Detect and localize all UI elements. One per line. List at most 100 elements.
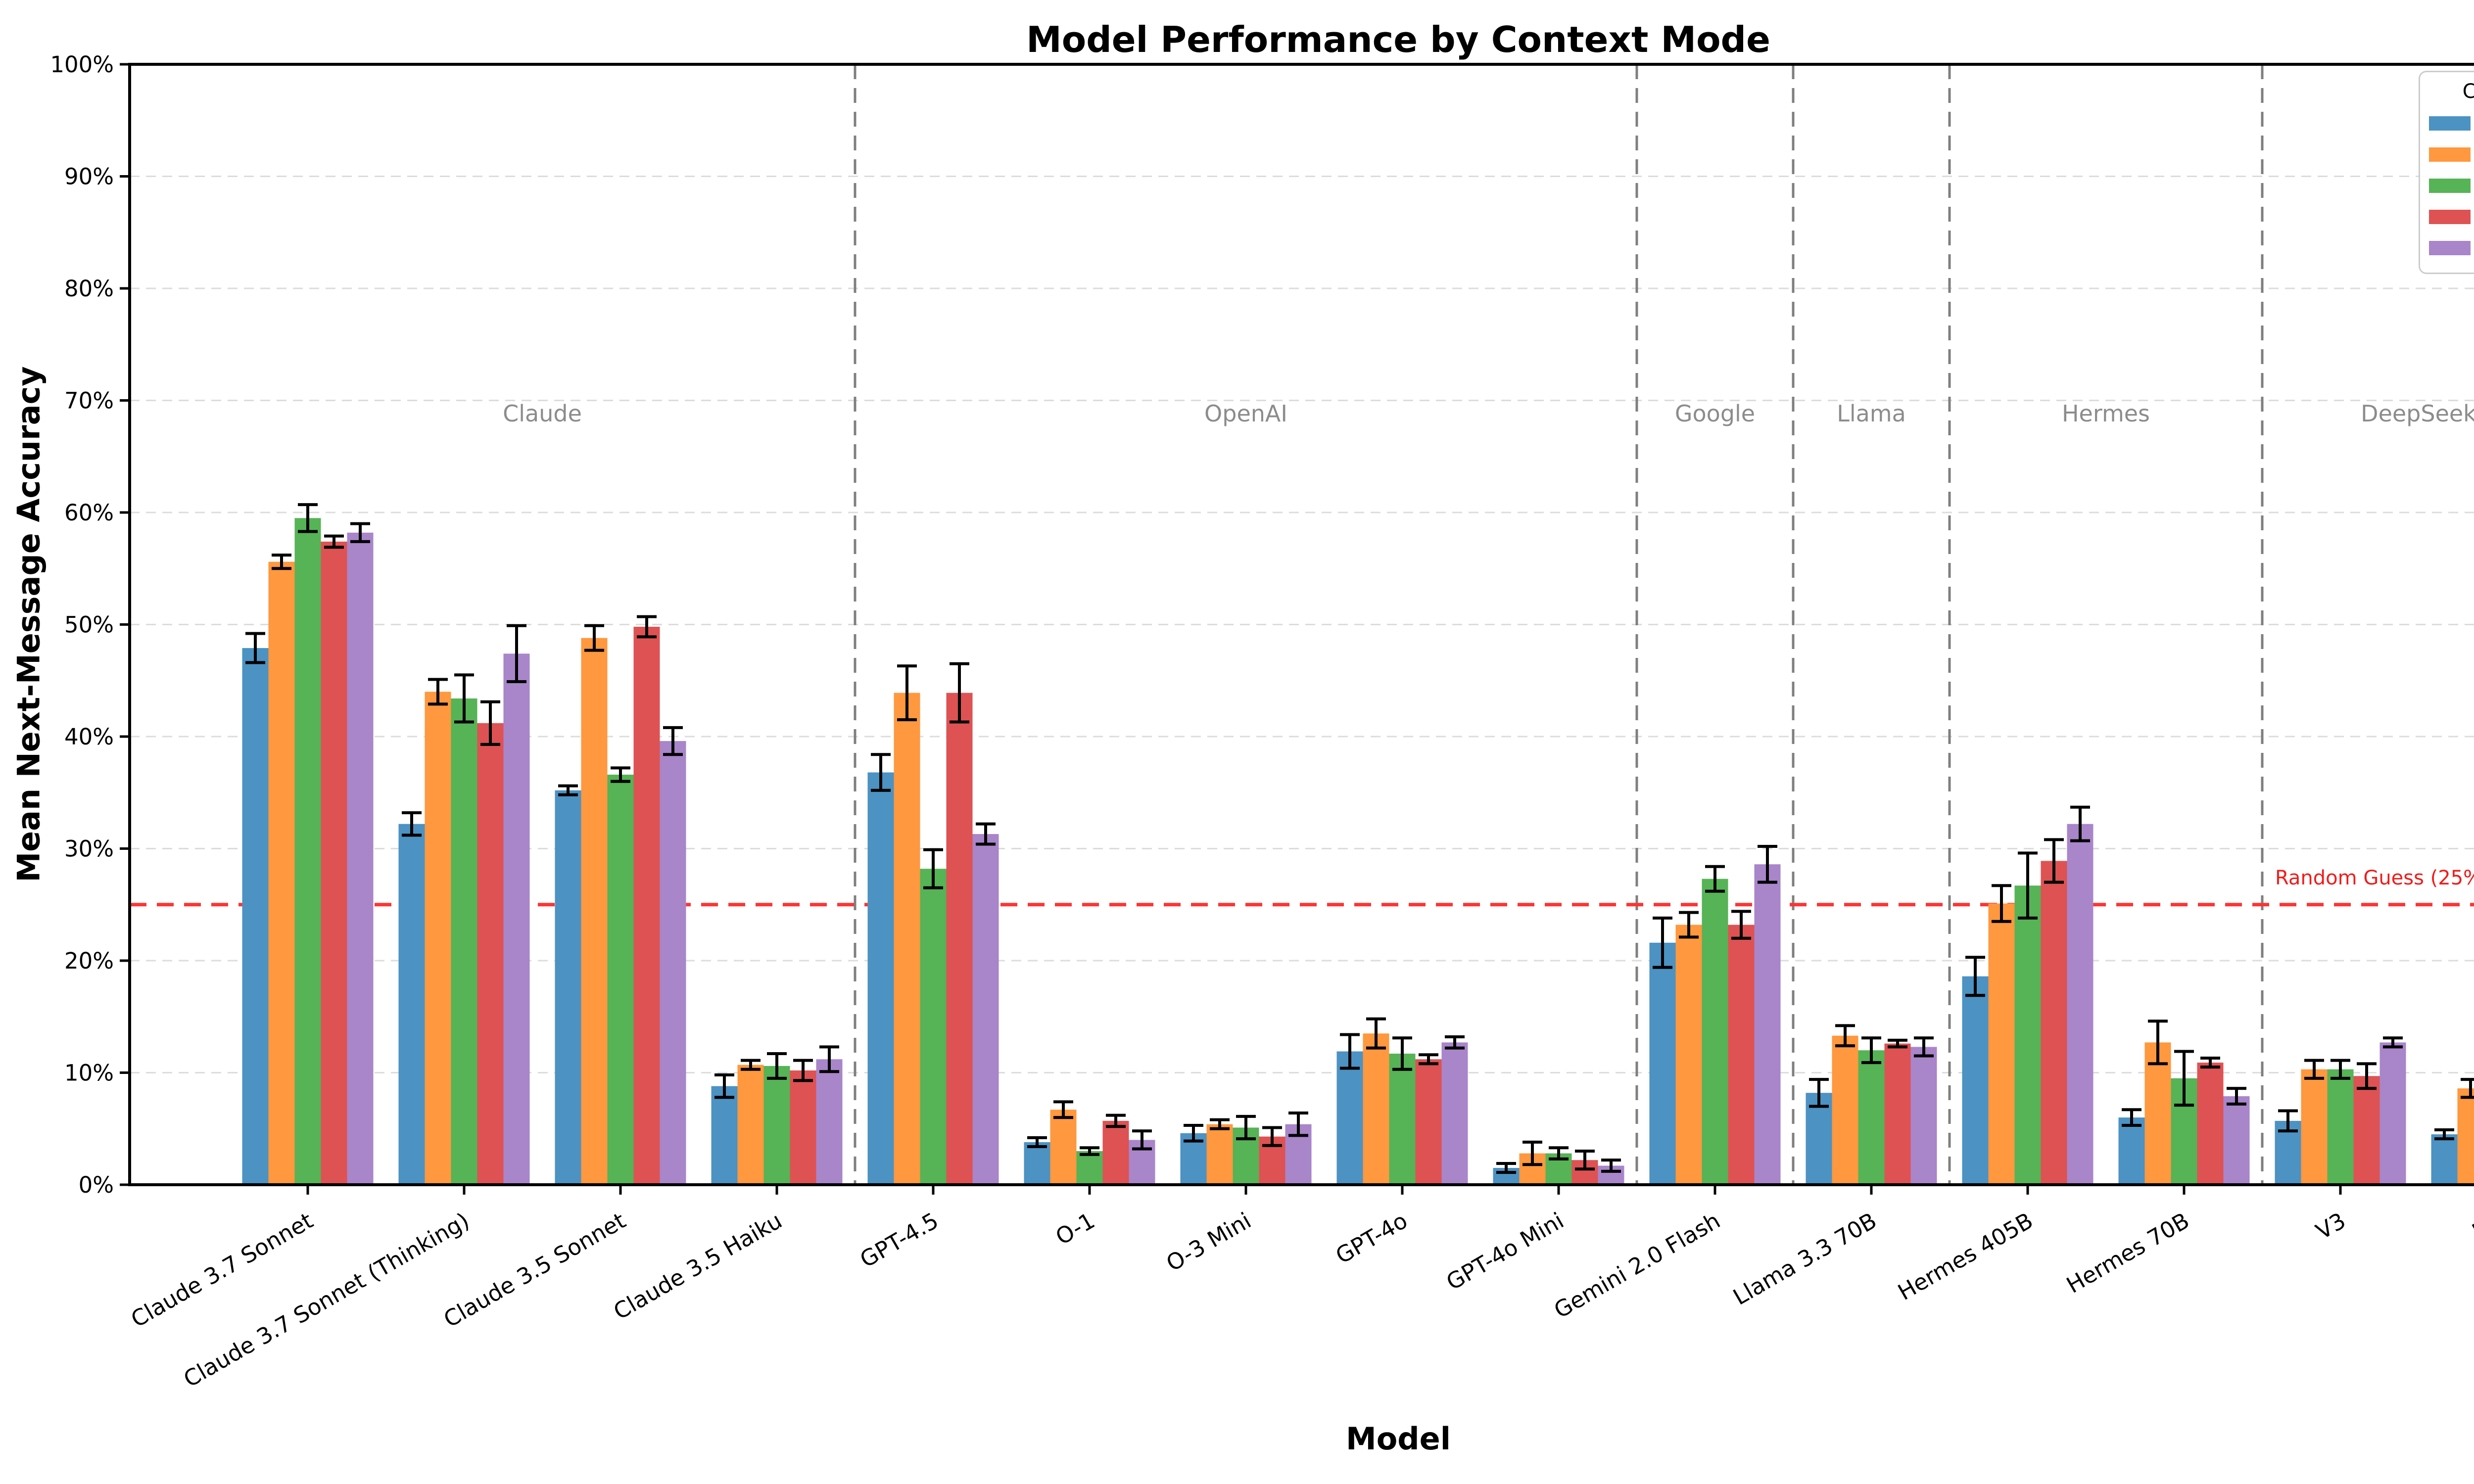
group-label-openai: OpenAI bbox=[1204, 400, 1287, 427]
x-tick-label-10: Gemini 2.0 Flash bbox=[1550, 1207, 1725, 1324]
bar-100-summary-11 bbox=[1910, 1047, 1937, 1185]
bar-50-raw-8 bbox=[1363, 1033, 1389, 1185]
bar-100-raw-13 bbox=[2197, 1063, 2224, 1185]
bar-no-context-11 bbox=[1806, 1093, 1832, 1185]
legend-swatch bbox=[2429, 116, 2471, 131]
x-tick-label-5: GPT-4.5 bbox=[856, 1207, 943, 1273]
y-tick-label: 60% bbox=[64, 500, 114, 526]
bar-100-summary-2 bbox=[503, 653, 530, 1185]
group-label-llama: Llama bbox=[1837, 400, 1906, 427]
y-tick-label: 50% bbox=[64, 612, 114, 638]
x-tick-label-2: Claude 3.7 Sonnet (Thinking) bbox=[179, 1207, 474, 1392]
y-tick-label: 70% bbox=[64, 388, 114, 414]
y-axis-label: Mean Next-Message Accuracy bbox=[10, 366, 47, 882]
x-tick-label-4: Claude 3.5 Haiku bbox=[609, 1207, 787, 1325]
bar-50-summary-5 bbox=[920, 869, 947, 1185]
bar-100-raw-10 bbox=[1728, 925, 1755, 1185]
legend-item-50-summary: 50 Summary bbox=[2420, 170, 2474, 201]
bar-100-summary-1 bbox=[347, 532, 374, 1185]
legend-swatch bbox=[2429, 210, 2471, 224]
bar-50-summary-14 bbox=[2327, 1069, 2354, 1185]
reference-line-label: Random Guess (25%) bbox=[2275, 867, 2474, 889]
bar-50-summary-11 bbox=[1858, 1050, 1885, 1185]
bar-100-summary-8 bbox=[1441, 1042, 1468, 1185]
legend-item-100-summary: 100 Summary bbox=[2420, 232, 2474, 264]
bar-50-raw-7 bbox=[1206, 1124, 1233, 1185]
bar-100-raw-2 bbox=[477, 723, 504, 1185]
bar-no-context-4 bbox=[711, 1086, 738, 1185]
bar-50-raw-15 bbox=[2457, 1088, 2474, 1185]
y-tick-label: 100% bbox=[50, 51, 114, 78]
legend-item-50-raw: 50 Raw bbox=[2420, 139, 2474, 170]
bar-100-summary-4 bbox=[816, 1059, 843, 1185]
legend: Context Mode No Context50 Raw50 Summary1… bbox=[2419, 71, 2474, 274]
y-tick-label: 80% bbox=[64, 276, 114, 302]
bar-50-raw-1 bbox=[268, 561, 295, 1185]
y-tick-label: 30% bbox=[64, 836, 114, 862]
x-tick-label-6: O-1 bbox=[1051, 1207, 1099, 1251]
group-label-google: Google bbox=[1675, 400, 1755, 427]
bar-50-summary-10 bbox=[1702, 879, 1728, 1185]
bar-50-summary-4 bbox=[763, 1066, 790, 1185]
bar-no-context-6 bbox=[1024, 1142, 1050, 1185]
bar-50-raw-10 bbox=[1675, 925, 1702, 1185]
x-tick-label-15: R1 bbox=[2468, 1207, 2474, 1245]
bar-50-raw-3 bbox=[581, 638, 608, 1185]
bar-no-context-3 bbox=[555, 790, 581, 1185]
bar-50-raw-11 bbox=[1832, 1035, 1858, 1185]
bar-50-summary-3 bbox=[607, 775, 634, 1185]
bar-100-summary-13 bbox=[2223, 1096, 2250, 1185]
chart-title: Model Performance by Context Mode bbox=[1026, 19, 1770, 60]
group-label-claude: Claude bbox=[503, 400, 582, 427]
bar-100-raw-12 bbox=[2041, 861, 2067, 1185]
bar-50-raw-14 bbox=[2301, 1069, 2328, 1185]
legend-items: No Context50 Raw50 Summary100 Raw100 Sum… bbox=[2420, 108, 2474, 264]
bar-50-summary-2 bbox=[451, 698, 477, 1185]
bar-no-context-1 bbox=[242, 648, 269, 1185]
y-tick-label: 0% bbox=[79, 1172, 114, 1198]
bar-100-summary-10 bbox=[1754, 864, 1781, 1185]
bar-100-raw-4 bbox=[790, 1070, 816, 1185]
bar-100-raw-5 bbox=[946, 693, 973, 1185]
bar-no-context-13 bbox=[2118, 1117, 2145, 1185]
x-tick-label-7: O-3 Mini bbox=[1162, 1207, 1255, 1277]
x-tick-label-9: GPT-4o Mini bbox=[1442, 1207, 1568, 1296]
bar-50-raw-5 bbox=[894, 693, 920, 1185]
y-tick-label: 10% bbox=[64, 1060, 114, 1086]
bar-50-raw-4 bbox=[737, 1065, 764, 1185]
legend-item-no-context: No Context bbox=[2420, 108, 2474, 139]
bar-100-raw-1 bbox=[321, 541, 347, 1185]
bar-50-summary-6 bbox=[1076, 1151, 1103, 1185]
bar-no-context-12 bbox=[1962, 976, 1989, 1185]
bar-100-summary-3 bbox=[660, 741, 686, 1185]
bar-100-raw-3 bbox=[633, 627, 660, 1185]
legend-title: Context Mode bbox=[2462, 80, 2474, 103]
bar-no-context-8 bbox=[1336, 1051, 1363, 1185]
bar-50-raw-6 bbox=[1050, 1110, 1077, 1185]
x-tick-label-8: GPT-4o bbox=[1331, 1207, 1412, 1269]
bar-50-summary-8 bbox=[1389, 1053, 1416, 1185]
y-tick-label: 20% bbox=[64, 948, 114, 974]
bar-no-context-10 bbox=[1649, 942, 1676, 1185]
legend-swatch bbox=[2429, 179, 2471, 193]
x-tick-label-13: Hermes 70B bbox=[2062, 1207, 2193, 1298]
y-tick-label: 90% bbox=[64, 164, 114, 190]
bar-100-raw-11 bbox=[1884, 1043, 1911, 1185]
legend-swatch bbox=[2429, 241, 2471, 255]
bar-100-summary-12 bbox=[2067, 824, 2093, 1185]
x-tick-label-14: V3 bbox=[2312, 1207, 2350, 1245]
bar-50-summary-1 bbox=[294, 518, 321, 1185]
x-tick-label-11: Llama 3.3 70B bbox=[1729, 1207, 1881, 1310]
group-label-hermes: Hermes bbox=[2062, 400, 2150, 427]
bar-100-raw-8 bbox=[1415, 1059, 1442, 1185]
bar-no-context-5 bbox=[867, 772, 894, 1185]
bar-50-raw-12 bbox=[1988, 903, 2015, 1185]
bar-100-summary-5 bbox=[972, 834, 999, 1185]
x-axis-label: Model bbox=[1346, 1421, 1451, 1457]
bar-50-raw-2 bbox=[425, 692, 451, 1185]
bar-100-raw-6 bbox=[1102, 1120, 1129, 1185]
bar-no-context-15 bbox=[2431, 1134, 2458, 1185]
legend-swatch bbox=[2429, 147, 2471, 162]
group-label-deepseek: DeepSeek bbox=[2361, 400, 2474, 427]
